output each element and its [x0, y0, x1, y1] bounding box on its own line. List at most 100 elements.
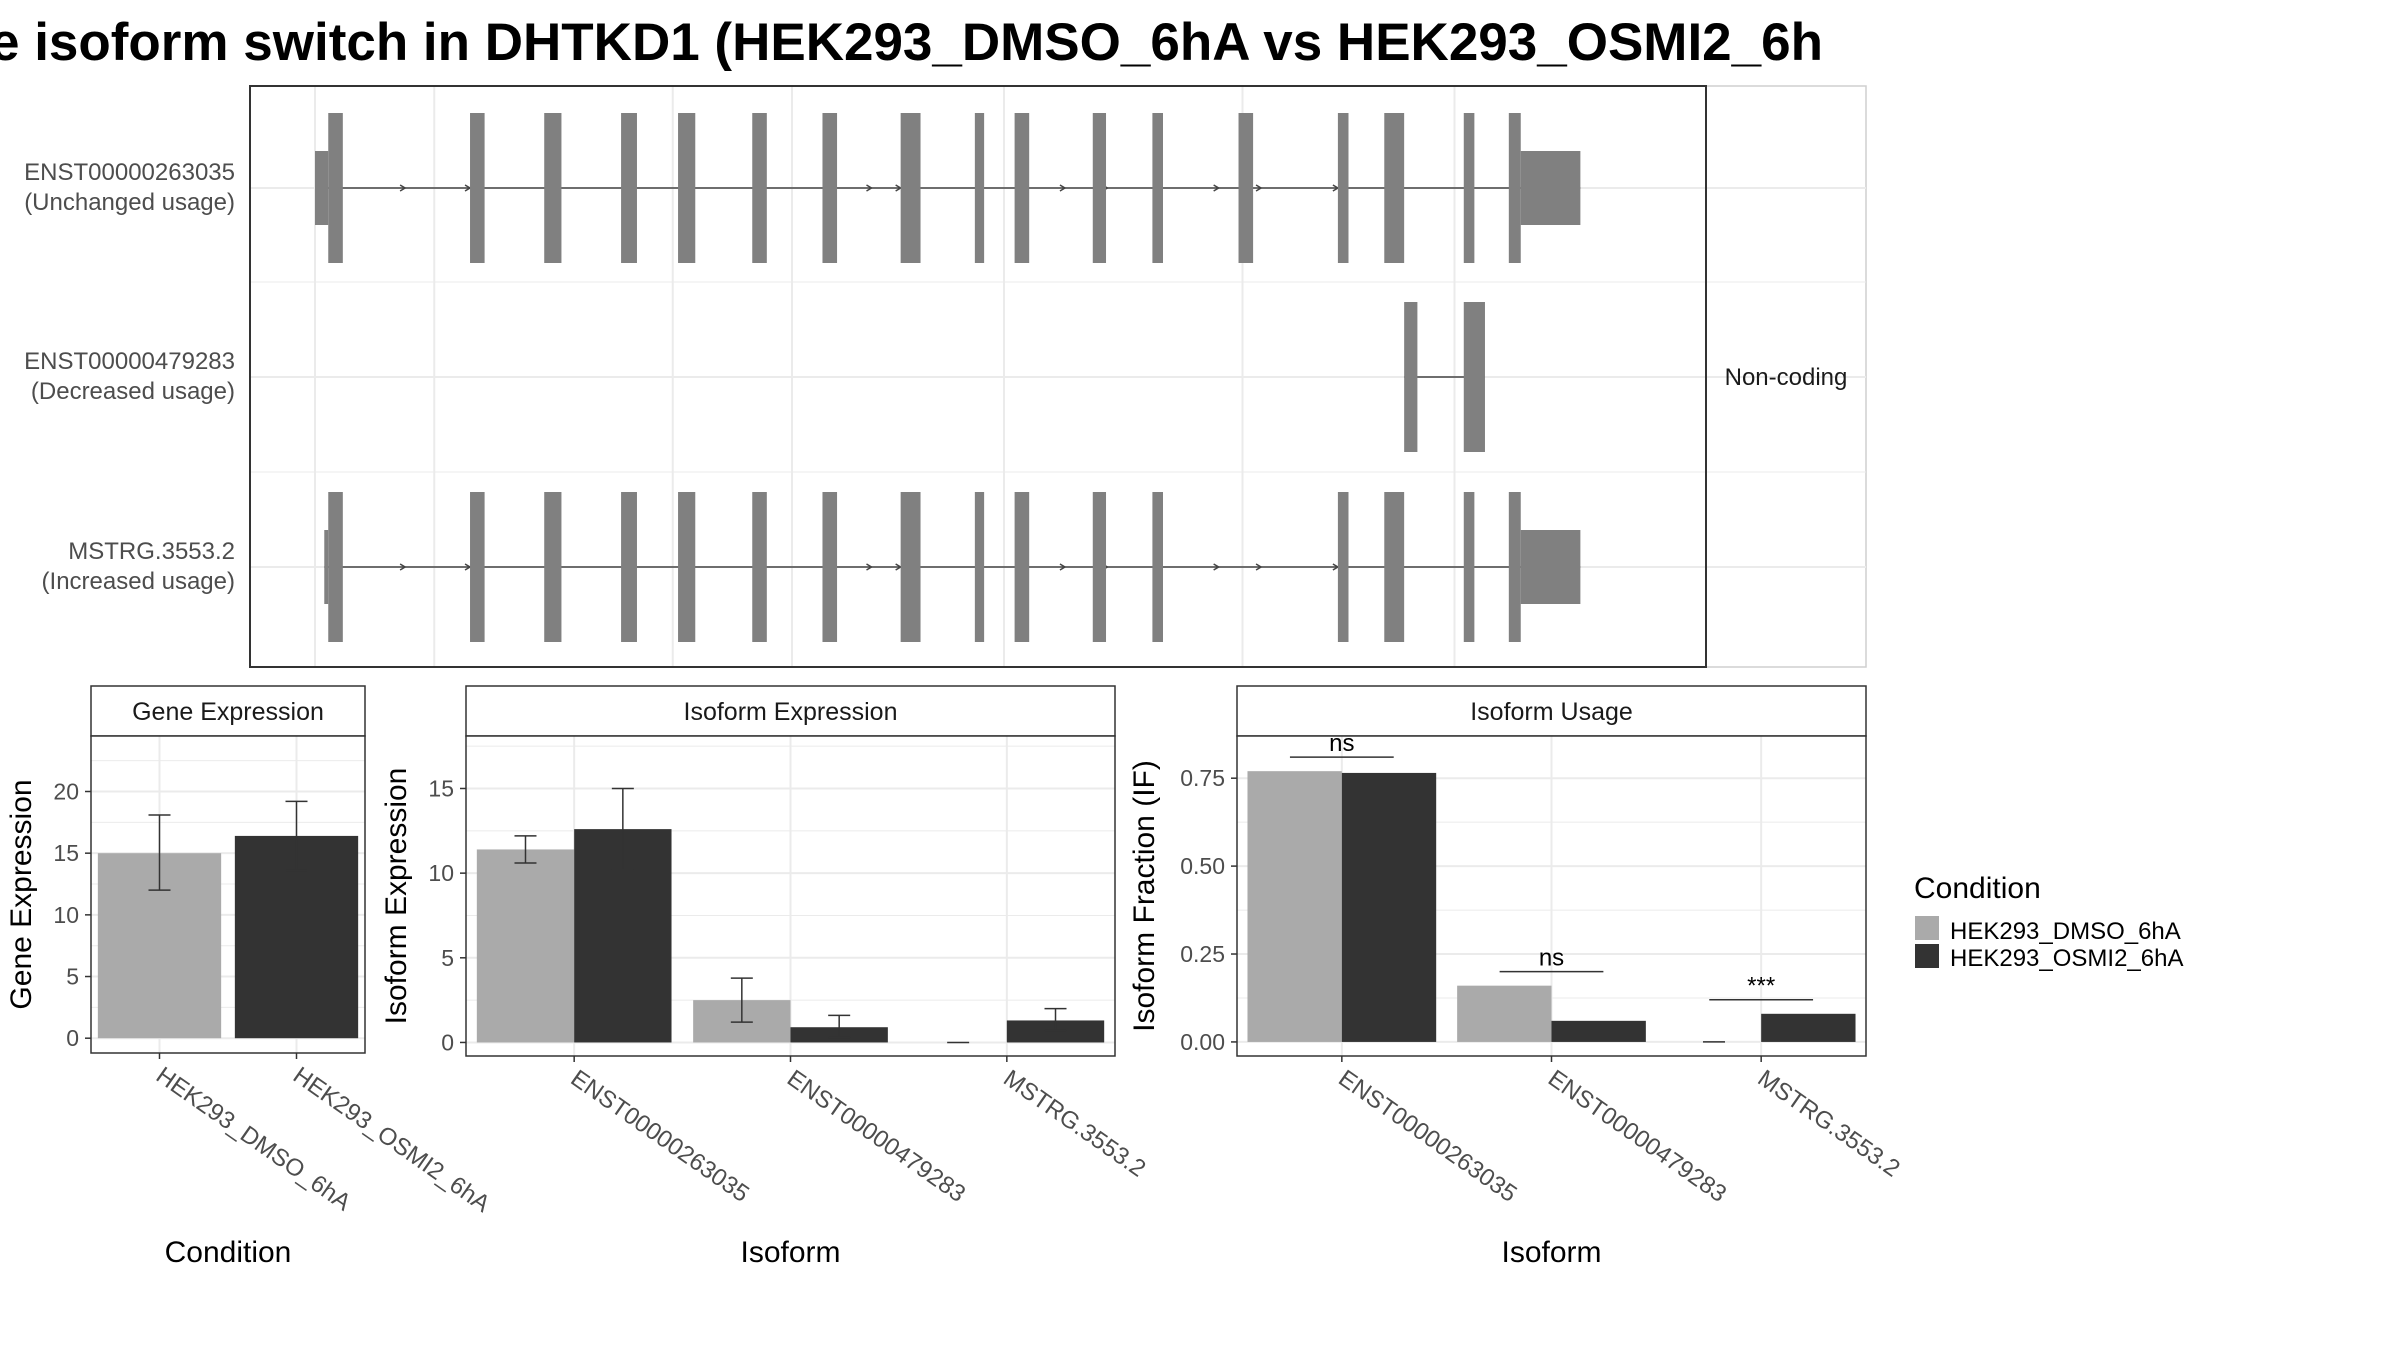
intron-arrow — [1213, 184, 1221, 192]
exon-block — [470, 113, 485, 263]
exon-block — [1152, 492, 1163, 642]
exon-block — [1337, 113, 1349, 263]
intron-arrow — [866, 563, 873, 571]
structure-panel-border — [249, 85, 1707, 668]
legend-key-dmso — [1915, 916, 1939, 940]
y-tick-label: 15 — [53, 840, 79, 866]
exon-block — [328, 492, 343, 642]
exon-block — [900, 492, 921, 642]
isoform-usage-label: (Decreased usage) — [31, 378, 235, 405]
intron-arrow — [399, 184, 407, 192]
legend-label-osmi2: HEK293_OSMI2_6hA — [1950, 945, 2183, 972]
isoform-id-label: ENST00000263035 — [24, 159, 235, 186]
exon-block — [752, 492, 767, 642]
legend-label-dmso: HEK293_DMSO_6hA — [1950, 918, 2181, 945]
y-tick-label: 0.25 — [1180, 941, 1225, 967]
y-tick-label: 5 — [441, 945, 454, 971]
y-tick-label: 0 — [66, 1025, 79, 1051]
panel-strip-label: Isoform Expression — [684, 698, 898, 726]
exon-block — [1463, 492, 1475, 642]
intron-arrow — [866, 184, 873, 192]
isoform-usage-label: (Increased usage) — [42, 568, 235, 595]
bars: ns ns *** — [1247, 730, 1856, 1043]
bars — [97, 800, 359, 1039]
isoform-track: MSTRG.3553.2 (Increased usage) — [42, 492, 1581, 642]
y-tick-label: 15 — [428, 775, 454, 801]
x-tick-label: ENST00000479283 — [782, 1065, 970, 1208]
exon-block — [1092, 492, 1107, 642]
y-axis-title: Isoform Fraction (IF) — [1128, 760, 1161, 1032]
exon-block — [1092, 113, 1107, 263]
intron-arrow — [1059, 563, 1067, 571]
utr3-block — [1520, 530, 1581, 604]
significance-label: ns — [1329, 730, 1354, 757]
isoform-usage-panel: Isoform Usage 0.00 0.25 0.50 0.75 ns ns *** ENST… — [1128, 685, 1905, 1269]
exon-block — [1238, 113, 1254, 263]
bar — [1247, 771, 1342, 1042]
bar — [1006, 1020, 1105, 1043]
intron-arrow — [399, 563, 407, 571]
x-axis-title: Isoform — [1501, 1236, 1601, 1269]
exon-block — [678, 492, 696, 642]
y-tick-label: 0.75 — [1180, 765, 1225, 791]
x-tick-label: MSTRG.3553.2 — [998, 1065, 1150, 1183]
y-tick-label: 0.50 — [1180, 853, 1225, 879]
bar — [1457, 985, 1552, 1042]
y-tick-label: 5 — [66, 964, 79, 990]
x-tick-label: ENST00000263035 — [1333, 1065, 1521, 1208]
exon-block — [544, 492, 562, 642]
bar — [1341, 772, 1437, 1042]
legend-key-osmi2 — [1915, 944, 1939, 968]
bar — [1551, 1020, 1646, 1042]
panel-strip-label: Gene Expression — [132, 698, 324, 726]
significance-label: ns — [1539, 945, 1564, 972]
y-tick-label: 10 — [53, 902, 79, 928]
legend: Condition HEK293_DMSO_6hA HEK293_OSMI2_6… — [1914, 872, 2183, 972]
gene-expression-panel: Gene Expression05101520HEK293_DMSO_6hAHE… — [5, 685, 495, 1269]
exon-block — [1463, 302, 1485, 452]
x-tick-label: ENST00000263035 — [566, 1065, 754, 1208]
exon-block — [544, 113, 562, 263]
exon-block — [1508, 113, 1521, 263]
intron-arrow — [1213, 563, 1221, 571]
isoform-track: ENST00000479283 (Decreased usage) — [24, 302, 1485, 452]
utr3-block — [1520, 151, 1581, 225]
y-tick-label: 20 — [53, 779, 79, 805]
x-axis-title: Isoform — [740, 1236, 840, 1269]
exon-block — [822, 113, 838, 263]
isoform-id-label: ENST00000479283 — [24, 348, 235, 375]
panel-strip — [90, 685, 366, 737]
utr5-block — [324, 530, 329, 604]
y-tick-label: 10 — [428, 860, 454, 886]
bar — [476, 849, 575, 1043]
exon-block — [1014, 113, 1030, 263]
exon-block — [678, 113, 696, 263]
isoform-id-label: MSTRG.3553.2 — [68, 538, 235, 565]
exon-block — [621, 492, 637, 642]
y-tick-label: 0 — [441, 1029, 454, 1055]
panel-strip — [1236, 685, 1867, 737]
exon-block — [621, 113, 637, 263]
exon-block — [1404, 302, 1418, 452]
exon-block — [1384, 113, 1405, 263]
exon-block — [1508, 492, 1521, 642]
y-axis-title: Gene Expression — [5, 779, 38, 1009]
intron-arrow — [1059, 184, 1067, 192]
y-tick-label: 0.00 — [1180, 1029, 1225, 1055]
x-axis-title: Condition — [165, 1236, 292, 1269]
exon-block — [1014, 492, 1030, 642]
exon-block — [974, 492, 985, 642]
exon-block — [1337, 492, 1349, 642]
y-axis-title: Isoform Expression — [380, 768, 413, 1025]
exon-block — [822, 492, 838, 642]
isoform-expression-panel: Isoform Expression 0 5 10 15 ENST00000263035 E… — [380, 685, 1150, 1269]
panel-border — [90, 735, 366, 1054]
exon-block — [1463, 113, 1475, 263]
exon-block — [1152, 113, 1163, 263]
exon-block — [328, 113, 343, 263]
legend-title: Condition — [1914, 872, 2041, 905]
bars — [476, 787, 1105, 1044]
panel-strip — [465, 685, 1116, 737]
panel-border — [1236, 735, 1867, 1057]
